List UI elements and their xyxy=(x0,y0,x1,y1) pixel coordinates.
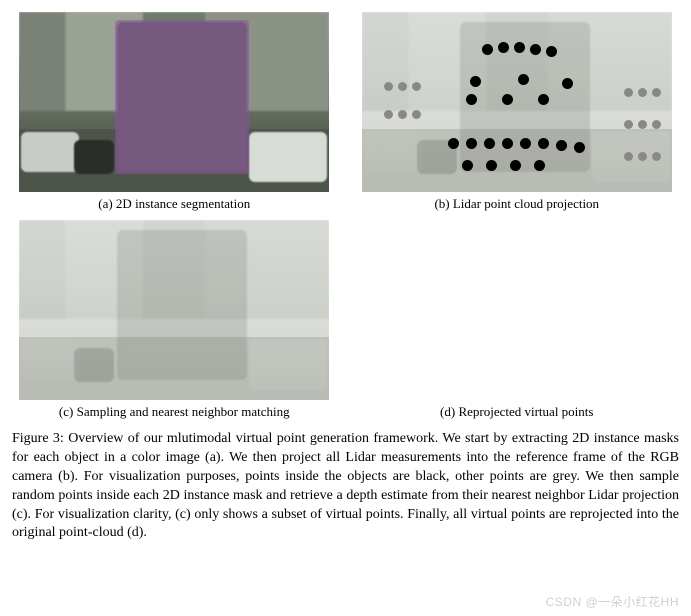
panel-b-image xyxy=(362,12,672,192)
subcaption-b: (b) Lidar point cloud projection xyxy=(434,196,599,212)
lidar-point-outside xyxy=(384,110,393,119)
panel-c-faded-car xyxy=(21,340,79,380)
lidar-point-inside xyxy=(534,160,545,171)
lidar-point-inside xyxy=(510,160,521,171)
lidar-point-outside xyxy=(412,82,421,91)
panel-c-faded-car xyxy=(249,340,327,390)
panel-c-faded-car xyxy=(74,348,114,382)
lidar-point-outside xyxy=(652,88,661,97)
lidar-point-inside xyxy=(514,42,525,53)
lidar-point-outside xyxy=(412,110,421,119)
lidar-point-inside xyxy=(448,138,459,149)
lidar-point-outside xyxy=(624,88,633,97)
figure-caption: Figure 3: Overview of our mlutimodal vir… xyxy=(12,430,679,543)
lidar-point-inside xyxy=(562,78,573,89)
lidar-point-outside xyxy=(384,82,393,91)
lidar-point-outside xyxy=(638,88,647,97)
lidar-point-inside xyxy=(520,138,531,149)
panel-b: (b) Lidar point cloud projection xyxy=(355,12,680,212)
panel-a-instance-mask xyxy=(115,20,249,174)
lidar-point-inside xyxy=(466,94,477,105)
lidar-point-outside xyxy=(652,152,661,161)
lidar-point-inside xyxy=(530,44,541,55)
lidar-point-outside xyxy=(398,82,407,91)
lidar-point-inside xyxy=(574,142,585,153)
lidar-point-outside xyxy=(652,120,661,129)
lidar-point-outside xyxy=(398,110,407,119)
lidar-point-inside xyxy=(484,138,495,149)
subcaption-d: (d) Reprojected virtual points xyxy=(440,404,593,420)
lidar-point-outside xyxy=(638,152,647,161)
panel-c: (c) Sampling and nearest neighbor matchi… xyxy=(12,220,337,420)
panel-a-image xyxy=(19,12,329,192)
lidar-point-inside xyxy=(466,138,477,149)
figure-grid: (a) 2D instance segmentation (b) Lidar p… xyxy=(12,12,679,420)
lidar-point-outside xyxy=(624,120,633,129)
lidar-point-inside xyxy=(556,140,567,151)
panel-a-car xyxy=(249,132,327,182)
lidar-point-inside xyxy=(462,160,473,171)
panel-b-faded-car xyxy=(460,22,590,172)
lidar-point-outside xyxy=(624,152,633,161)
lidar-point-inside xyxy=(498,42,509,53)
lidar-point-inside xyxy=(470,76,481,87)
panel-a-car xyxy=(21,132,79,172)
lidar-point-inside xyxy=(502,138,513,149)
panel-c-faded-car xyxy=(117,230,247,380)
panel-d: (d) Reprojected virtual points xyxy=(355,220,680,420)
panel-d-image xyxy=(362,220,672,400)
lidar-point-inside xyxy=(502,94,513,105)
lidar-point-inside xyxy=(546,46,557,57)
lidar-point-inside xyxy=(538,138,549,149)
panel-a-car xyxy=(74,140,114,174)
lidar-point-inside xyxy=(518,74,529,85)
lidar-point-outside xyxy=(638,120,647,129)
lidar-point-inside xyxy=(482,44,493,55)
subcaption-c: (c) Sampling and nearest neighbor matchi… xyxy=(59,404,290,420)
watermark: CSDN @一朵小红花HH xyxy=(546,593,679,610)
subcaption-a: (a) 2D instance segmentation xyxy=(98,196,250,212)
lidar-point-inside xyxy=(486,160,497,171)
panel-c-image xyxy=(19,220,329,400)
lidar-point-inside xyxy=(538,94,549,105)
panel-b-faded-car xyxy=(364,132,422,172)
panel-a: (a) 2D instance segmentation xyxy=(12,12,337,212)
